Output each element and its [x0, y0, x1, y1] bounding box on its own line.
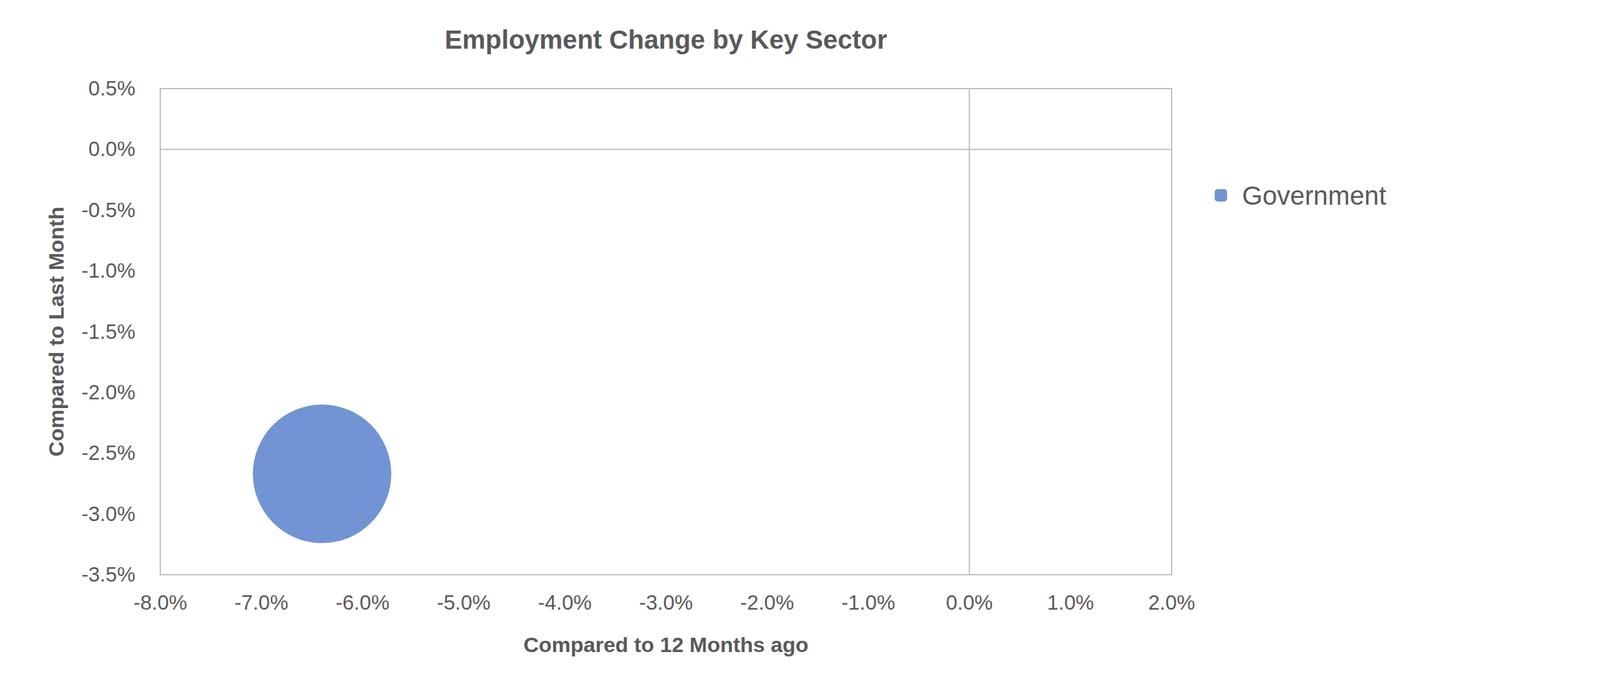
legend-label: Government [1242, 180, 1387, 211]
y-tick-label: -2.0% [81, 380, 136, 404]
x-tick-label: -4.0% [538, 590, 592, 614]
x-tick-label: -5.0% [436, 590, 491, 614]
x-tick-label: 1.0% [1046, 590, 1094, 614]
y-tick-label: -1.5% [81, 319, 136, 343]
x-axis-title: Compared to 12 Months ago [523, 632, 809, 656]
x-tick-label: -8.0% [133, 590, 188, 614]
y-tick-label: -2.5% [81, 440, 136, 464]
background [0, 0, 1600, 692]
chart: Employment Change by Key Sector -8.0% -7.0… [0, 0, 1600, 692]
zero-line [968, 88, 971, 575]
x-tick-label: -1.0% [841, 590, 895, 614]
x-tick-label: 2.0% [1147, 590, 1195, 614]
y-tick-label: 0.0% [88, 137, 136, 161]
y-axis-title: Compared to Last Month [44, 206, 68, 456]
x-tick-label: -6.0% [335, 590, 390, 614]
title: Employment Change by Key Sector [444, 24, 888, 55]
legend-marker [1214, 188, 1228, 202]
x-tick-label: -3.0% [639, 590, 693, 614]
y-tick-label: 0.5% [88, 76, 136, 100]
y-tick-label: -3.5% [81, 562, 136, 586]
y-tick-label: -1.0% [81, 258, 136, 282]
zero-line [160, 148, 1172, 150]
x-tick-label: 0.0% [945, 590, 993, 614]
y-tick-label: -0.5% [81, 198, 136, 222]
y-tick-label: -3.0% [81, 501, 136, 526]
plot-frame [160, 88, 1172, 575]
point [253, 404, 392, 543]
marks [253, 404, 392, 543]
x-tick-label: -7.0% [234, 590, 289, 614]
x-tick-label: -2.0% [740, 590, 794, 614]
